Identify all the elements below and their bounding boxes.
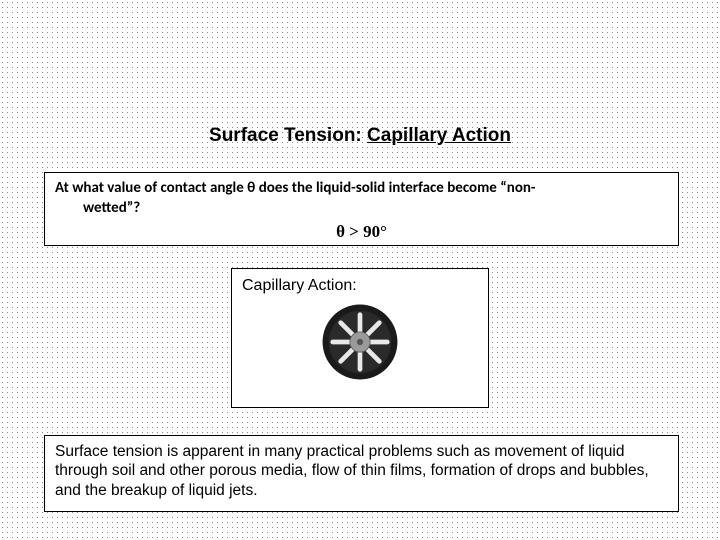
paragraph-box: Surface tension is apparent in many prac…: [44, 435, 679, 512]
question-line1: At what value of contact angle θ does th…: [55, 179, 536, 197]
title-underlined: Capillary Action: [367, 125, 511, 146]
title-plain: Surface Tension:: [209, 125, 367, 146]
reel-icon-wrap: [242, 303, 478, 381]
question-text: At what value of contact angle θ does th…: [55, 179, 668, 218]
question-line2: wetted”?: [55, 199, 668, 219]
capillary-box: Capillary Action:: [231, 268, 489, 408]
film-reel-icon: [321, 303, 399, 381]
slide-title: Surface Tension: Capillary Action: [0, 125, 720, 147]
paragraph-text: Surface tension is apparent in many prac…: [55, 442, 668, 500]
answer-text: θ > 90°: [55, 222, 668, 242]
question-box: At what value of contact angle θ does th…: [44, 172, 679, 246]
capillary-label: Capillary Action:: [242, 277, 478, 295]
